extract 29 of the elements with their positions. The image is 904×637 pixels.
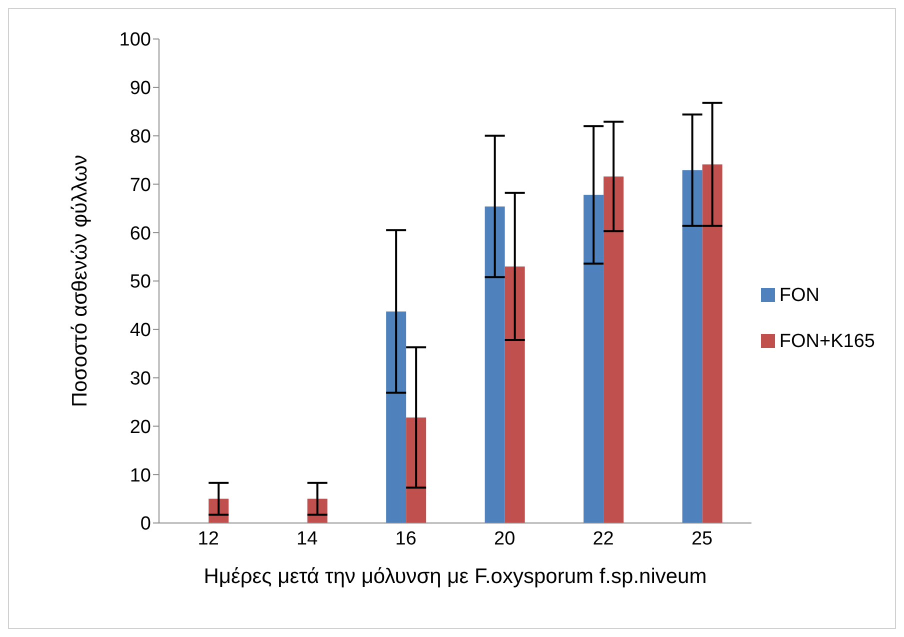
y-tick-label: 0 — [140, 514, 151, 535]
bar — [406, 417, 426, 523]
y-axis-title: Ποσοστό ασθενών φύλλων — [68, 154, 92, 408]
x-tick-label: 20 — [494, 528, 516, 550]
x-tick-label: 25 — [691, 528, 713, 550]
y-tick-label: 100 — [119, 30, 151, 51]
y-tick-label: 70 — [130, 174, 151, 196]
bar — [386, 311, 406, 523]
y-tick-label: 20 — [130, 416, 151, 438]
y-tick-label: 80 — [130, 126, 151, 148]
bar — [702, 164, 722, 523]
y-tick-label: 30 — [130, 368, 151, 390]
y-tick-label: 90 — [130, 78, 151, 100]
x-tick-label: 22 — [592, 528, 614, 550]
x-tick-label: 12 — [198, 528, 219, 550]
bar — [604, 176, 624, 523]
bar — [682, 170, 702, 523]
legend-label: FON — [779, 284, 820, 306]
x-tick-label: 16 — [395, 528, 416, 550]
y-tick-label: 10 — [130, 465, 151, 486]
x-tick-label: 14 — [296, 528, 318, 550]
y-tick-label: 50 — [130, 272, 151, 293]
legend-label: FON+K165 — [779, 330, 875, 352]
y-tick-label: 40 — [130, 320, 151, 342]
bar — [584, 194, 604, 523]
x-axis-title: Ημέρες μετά την μόλυνση με F.oxysporum f.sp.niveum — [204, 565, 707, 588]
bar — [504, 266, 525, 523]
y-tick-label: 60 — [130, 223, 151, 244]
bar — [484, 206, 505, 523]
